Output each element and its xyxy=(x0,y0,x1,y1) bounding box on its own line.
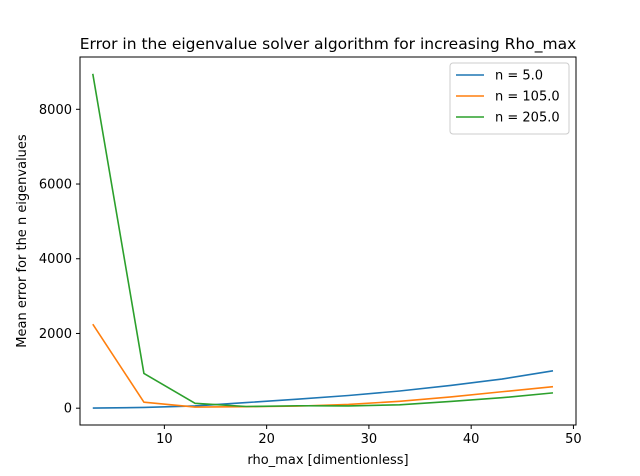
series-line-0 xyxy=(92,370,554,409)
x-tick-label-1: 20 xyxy=(258,432,275,447)
y-axis-label: Mean error for the n eigenvalues xyxy=(15,134,30,348)
y-tick-label-4: 8000 xyxy=(39,103,72,118)
y-tick-label-2: 4000 xyxy=(39,252,72,267)
legend-label-0: n = 5.0 xyxy=(495,69,543,84)
chart-title: Error in the eigenvalue solver algorithm… xyxy=(80,35,577,54)
y-tick-label-1: 2000 xyxy=(39,327,72,342)
y-tick-label-3: 6000 xyxy=(39,178,72,193)
legend: n = 5.0 n = 105.0 n = 205.0 xyxy=(449,62,570,135)
legend-label-2: n = 205.0 xyxy=(495,111,560,126)
x-tick-label-2: 30 xyxy=(361,432,378,447)
plot-frame xyxy=(79,56,577,426)
x-tick-label-4: 50 xyxy=(565,432,582,447)
series-line-1 xyxy=(92,323,554,408)
legend-label-1: n = 105.0 xyxy=(495,90,560,105)
y-tick-label-0: 0 xyxy=(64,402,72,417)
series-line-2 xyxy=(91,73,554,408)
x-tick-label-3: 40 xyxy=(463,432,480,447)
x-tick-label-0: 10 xyxy=(156,432,173,447)
x-axis-label: rho_max [dimentionless] xyxy=(247,453,408,468)
